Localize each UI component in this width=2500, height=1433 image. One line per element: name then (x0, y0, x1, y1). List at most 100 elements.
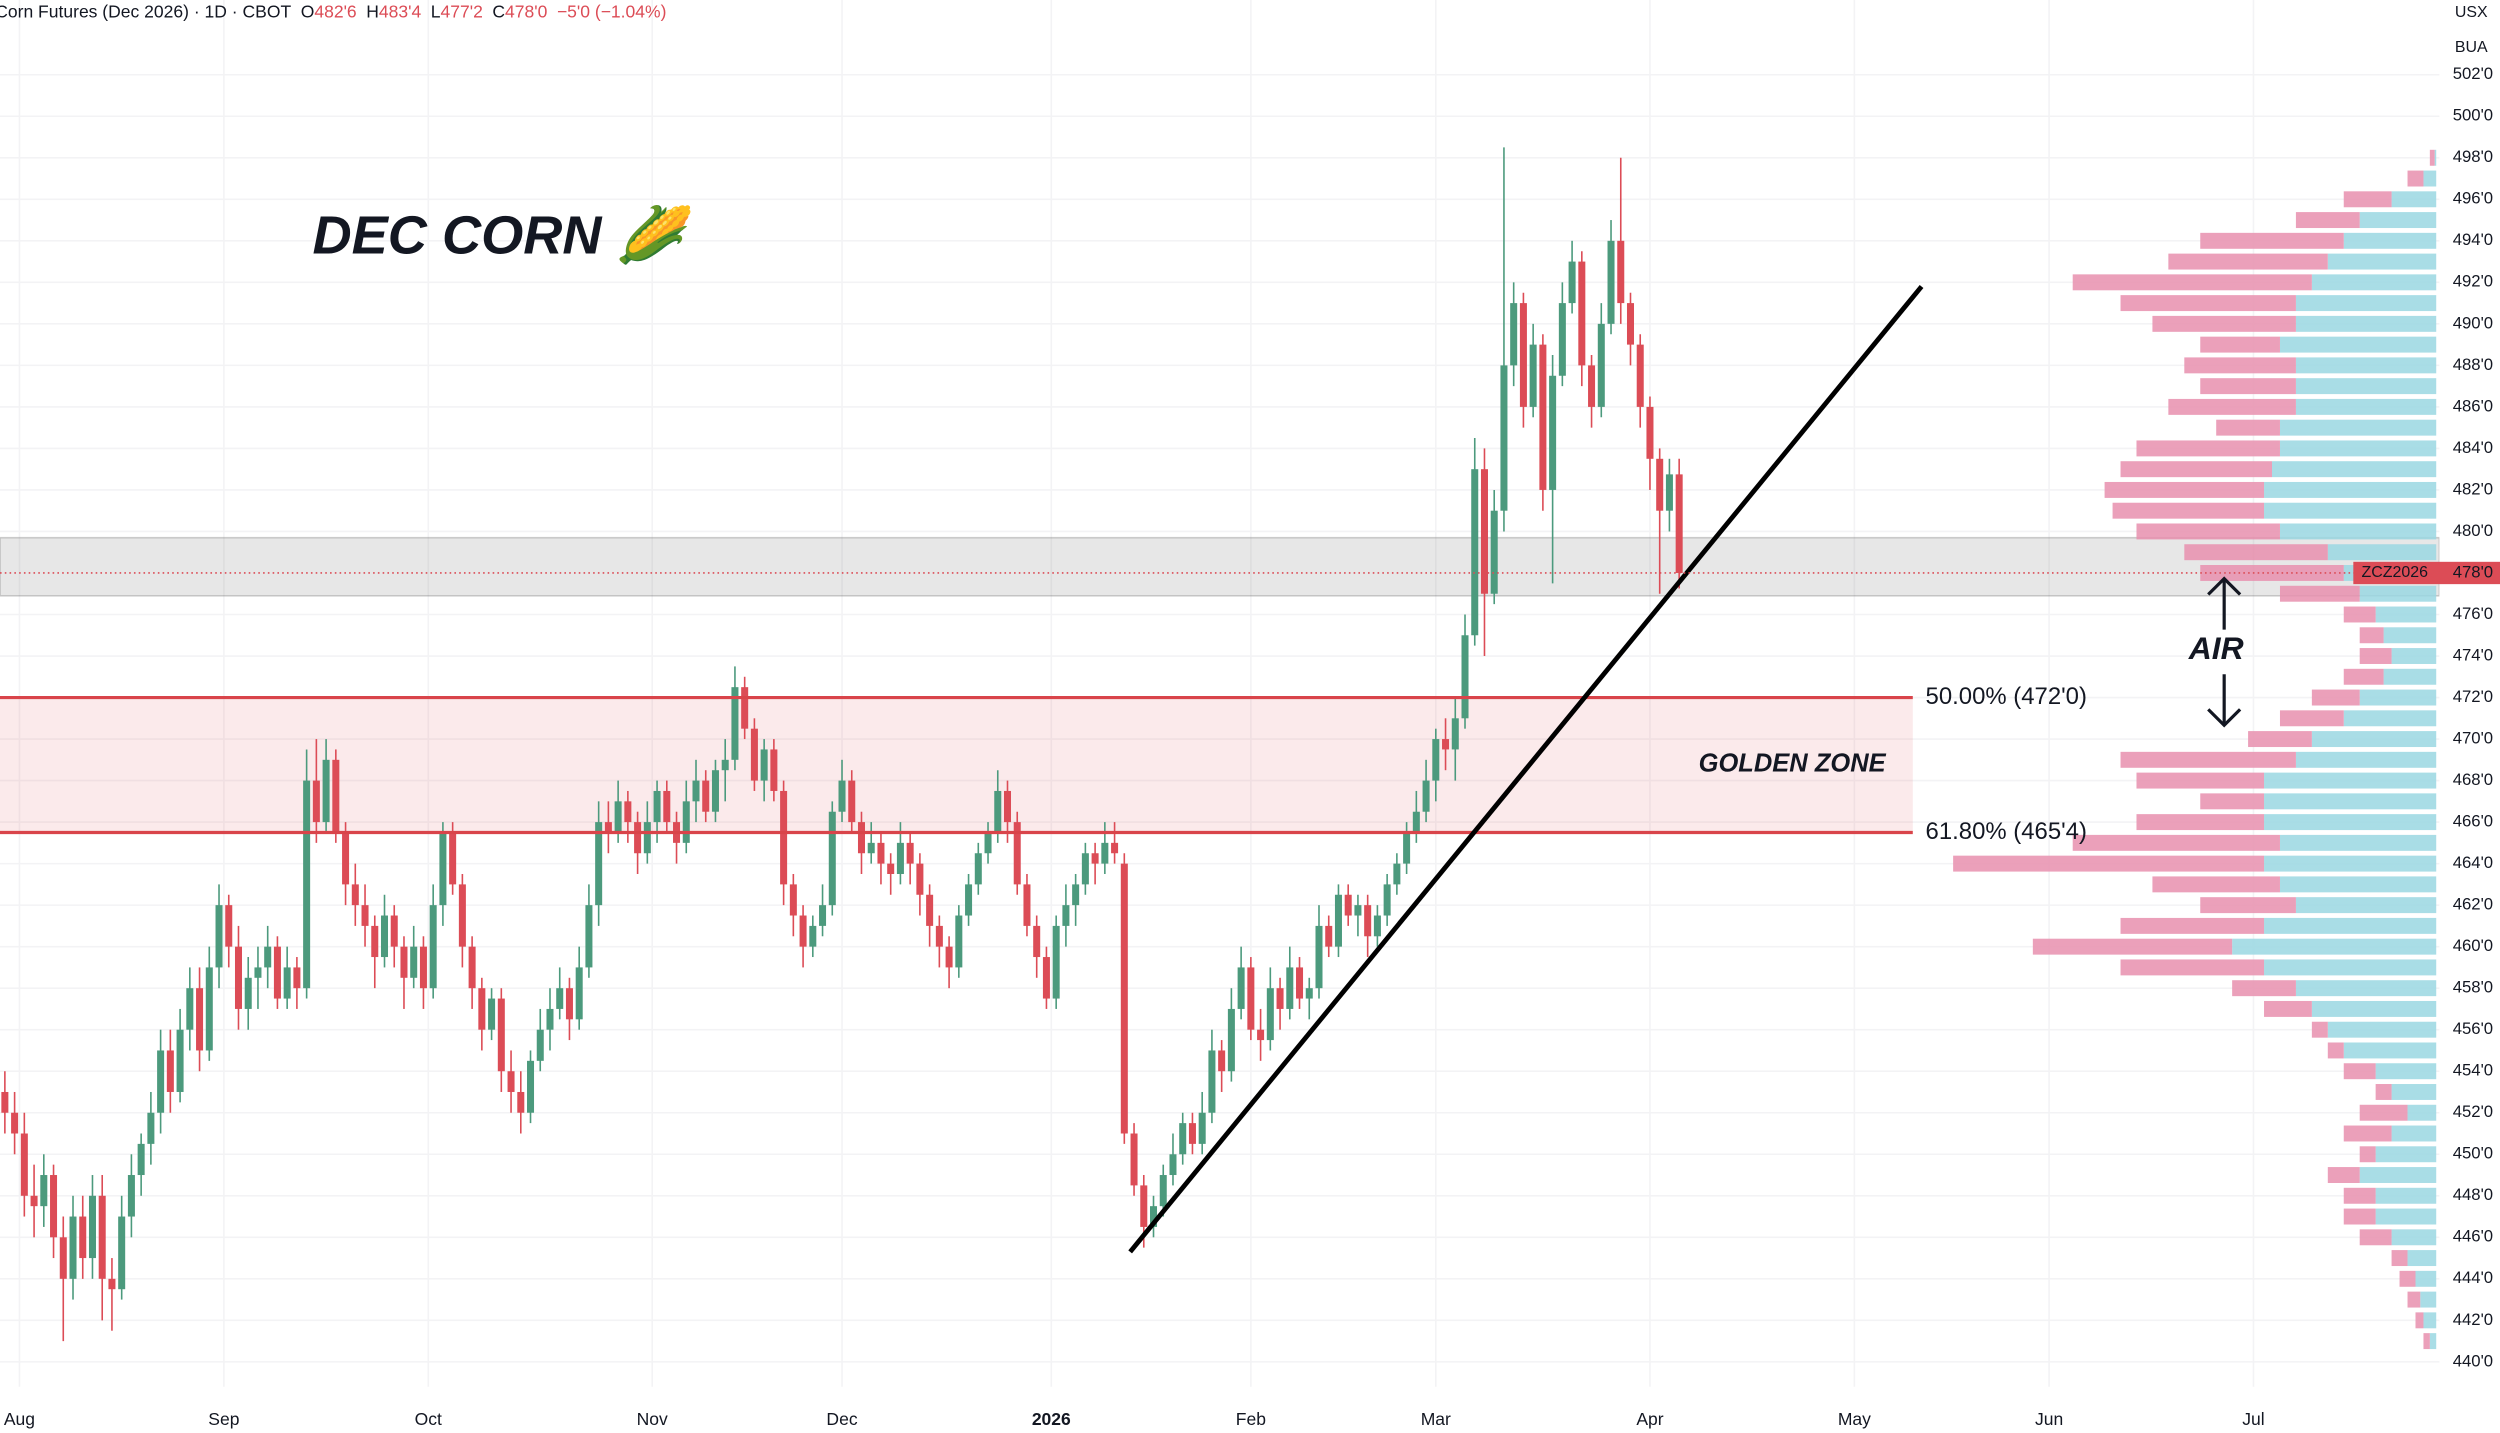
candle-body (1558, 303, 1566, 376)
candle-body (867, 842, 875, 854)
candle-body (1101, 842, 1109, 864)
candle-body (546, 1008, 554, 1030)
candle-body (984, 832, 992, 854)
profile-up (2343, 710, 2437, 727)
candle-body (945, 946, 953, 968)
profile-up (2391, 1084, 2437, 1100)
candle-body (1208, 1050, 1216, 1113)
candle-body (79, 1216, 87, 1259)
candle-body (400, 946, 408, 978)
profile-up (2359, 1167, 2437, 1183)
candle-body (1364, 905, 1372, 937)
candle-body (731, 687, 739, 760)
x-tick-label: Apr (1636, 1409, 1663, 1429)
profile-down (2391, 1250, 2408, 1267)
y-tick-label: 500'0 (2453, 106, 2493, 125)
profile-up (2264, 502, 2437, 519)
candle-body (1052, 925, 1060, 999)
candle-body (1198, 1112, 1206, 1144)
candle-body (1675, 474, 1683, 573)
profile-down (2104, 481, 2265, 498)
profile-down (2136, 440, 2280, 457)
candle-body (478, 988, 486, 1030)
candle-body (410, 946, 418, 978)
candle-body (634, 822, 642, 854)
profile-up (2264, 917, 2437, 934)
last-price-symbol: ZCZ2026 (2362, 564, 2429, 581)
candle-body (390, 915, 398, 947)
profile-up (2295, 295, 2437, 312)
candle-body (1257, 1029, 1265, 1041)
profile-down (2136, 772, 2265, 789)
profile-down (2311, 689, 2360, 706)
candle-body (1120, 863, 1128, 1134)
candle-body (69, 1216, 77, 1279)
profile-down (2429, 149, 2435, 166)
price-zone (0, 536, 2441, 597)
y-tick-label: 462'0 (2453, 895, 2493, 914)
candle-body (517, 1091, 525, 1113)
candle-body (1403, 832, 1411, 864)
candle-body (429, 905, 437, 989)
candle-body (342, 832, 350, 885)
candle-body (225, 905, 233, 947)
profile-down (2359, 1104, 2408, 1121)
candle-body (1442, 739, 1450, 750)
candle-body (1617, 240, 1625, 304)
candle-body (449, 832, 457, 885)
candle-body (692, 780, 700, 802)
candles (1, 147, 1683, 1342)
candle-body (1373, 915, 1381, 937)
profile-up (2359, 585, 2437, 602)
annotation: AIR (2188, 630, 2244, 666)
profile-down (2120, 295, 2296, 312)
profile-down (2327, 1167, 2360, 1183)
candle-body (575, 967, 583, 1020)
candle-body (439, 832, 447, 906)
arrow-up-head (2207, 576, 2242, 596)
profile-up (2359, 689, 2437, 706)
candle-body (1539, 344, 1547, 490)
y-tick-label: 494'0 (2453, 230, 2493, 249)
candle-body (361, 905, 369, 926)
zones-layer (0, 536, 2441, 833)
x-tick-label: Dec (826, 1409, 857, 1429)
x-tick-label: Nov (637, 1409, 668, 1429)
y-tick-label: 480'0 (2453, 521, 2493, 540)
candle-body (1003, 790, 1012, 823)
profile-up (2264, 814, 2437, 831)
candle-body (419, 946, 427, 989)
candle-body (614, 801, 622, 833)
candle-body (1188, 1123, 1196, 1144)
candle-body (789, 884, 797, 916)
candle-body (799, 915, 807, 947)
profile-up (2391, 1229, 2437, 1246)
candle-body (604, 822, 612, 833)
y-tick-label: 470'0 (2453, 728, 2493, 747)
trendline (1128, 284, 1924, 1254)
candle-body (322, 759, 330, 823)
time-axis (0, 1389, 2500, 1433)
candle-body (1286, 967, 1294, 1009)
profile-down (2343, 1125, 2392, 1142)
candle-body (1510, 303, 1518, 366)
candle-body (887, 863, 895, 874)
candle-body (1597, 323, 1605, 407)
profile-down (2200, 232, 2344, 249)
profile-up (2429, 1333, 2437, 1350)
fib-label: 61.80% (465'4) (1926, 818, 2087, 845)
candle-body (176, 1029, 184, 1092)
profile-down (2279, 710, 2344, 727)
candle-body (974, 853, 982, 885)
candle-body (1461, 635, 1469, 719)
candle-body (1588, 365, 1596, 407)
profile-up (2295, 357, 2437, 374)
profile-up (2434, 149, 2437, 166)
profile-up (2264, 959, 2437, 976)
candle-body (702, 780, 710, 812)
x-tick-label: Jul (2242, 1409, 2264, 1429)
candle-body (1480, 469, 1488, 594)
profile-up (2264, 481, 2437, 498)
legend-symbol: Corn Futures (Dec 2026) · 1D · CBOT (0, 1, 291, 21)
arrow-down-head (2207, 708, 2242, 728)
